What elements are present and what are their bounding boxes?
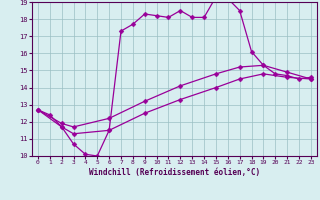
X-axis label: Windchill (Refroidissement éolien,°C): Windchill (Refroidissement éolien,°C) — [89, 168, 260, 177]
